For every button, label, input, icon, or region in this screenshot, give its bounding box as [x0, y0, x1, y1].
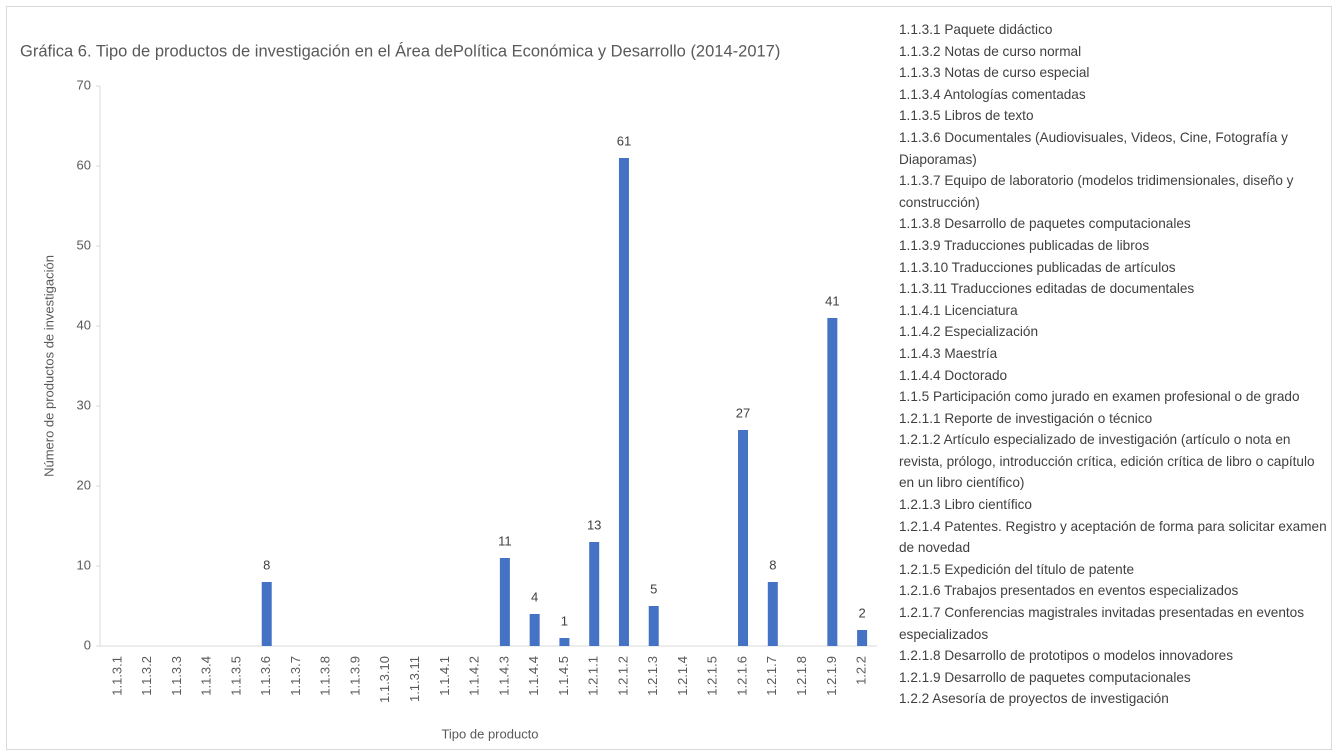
- x-tick-label: 1.1.4.3: [496, 656, 511, 696]
- data-label: 8: [263, 557, 270, 572]
- x-tick-label: 1.1.3.7: [288, 656, 303, 696]
- note: 1.1.3.11 Traducciones editadas de docume…: [899, 281, 1195, 297]
- note: 1.1.3.8 Desarrollo de paquetes computaci…: [899, 216, 1191, 232]
- x-tick-label: 1.1.3.2: [139, 656, 154, 696]
- note: 1.1.4.4 Doctorado: [899, 367, 1008, 383]
- data-label: 4: [531, 589, 538, 604]
- data-label: 11: [498, 533, 512, 548]
- note: 1.2.2 Asesoría de proyectos de investiga…: [899, 691, 1169, 707]
- x-tick-label: 1.1.3.3: [169, 656, 184, 696]
- x-tick-label: 1.1.3.4: [199, 656, 214, 696]
- note: 1.2.1.3 Libro científico: [899, 497, 1032, 513]
- bar: [618, 158, 629, 646]
- data-label: 1: [561, 613, 568, 628]
- note: 1.2.1.6 Trabajos presentados en eventos …: [899, 583, 1239, 599]
- x-tick-label: 1.1.4.1: [437, 656, 452, 696]
- note: 1.1.3.7 Equipo de laboratorio (modelos t…: [899, 173, 1294, 210]
- note: 1.1.4.2 Especialización: [899, 324, 1039, 340]
- x-tick-label: 1.2.1.7: [764, 656, 779, 696]
- y-tick-label: 30: [77, 397, 91, 412]
- note: 1.1.3.6 Documentales (Audiovisuales, Vid…: [899, 129, 1288, 167]
- x-tick-label: 1.1.3.6: [258, 656, 273, 696]
- x-axis-title: Tipo de producto: [441, 726, 538, 741]
- data-label: 8: [769, 557, 776, 572]
- bar: [648, 606, 659, 646]
- data-label: 13: [587, 517, 601, 532]
- note: 1.1.5 Participación como jurado en exame…: [899, 389, 1300, 405]
- y-tick-label: 60: [77, 157, 91, 172]
- note: 1.1.3.9 Traducciones publicadas de libro…: [899, 237, 1150, 253]
- x-tick-label: 1.1.4.5: [556, 656, 571, 696]
- note: 1.2.1.5 Expedición del título de patente: [899, 561, 1135, 577]
- x-tick-label: 1.2.1.8: [794, 656, 809, 696]
- bar: [529, 614, 540, 646]
- x-tick-label: 1.2.1.4: [675, 656, 690, 696]
- y-axis-title: Número de productos de investigación: [41, 255, 56, 477]
- note: 1.2.1.7 Conferencias magistrales invitad…: [899, 605, 1305, 642]
- notes: 1.1.3.1 Paquete didáctico 1.1.3.2 Notas d…: [899, 19, 1331, 710]
- bar: [499, 558, 510, 646]
- x-tick-label: 1.2.1.5: [705, 656, 720, 696]
- y-tick-label: 20: [77, 477, 91, 492]
- note: 1.1.4.3 Maestría: [899, 345, 998, 361]
- x-tick-label: 1.2.1.1: [586, 656, 601, 696]
- x-tick-label: 1.1.3.9: [347, 656, 362, 696]
- y-tick-label: 40: [77, 317, 91, 332]
- x-tick-label: 1.1.4.2: [467, 656, 482, 696]
- x-tick-label: 1.2.1.6: [734, 656, 749, 696]
- x-tick-label: 1.2.1.9: [824, 656, 839, 696]
- note: 1.1.3.3 Notas de curso especial: [899, 65, 1090, 81]
- bar: [559, 638, 570, 646]
- data-label: 41: [825, 293, 839, 308]
- bar: [738, 430, 749, 646]
- note: 1.2.1.2 Artículo especializado de invest…: [899, 432, 1315, 491]
- bar: [827, 318, 838, 646]
- note: 1.1.4.1 Licenciatura: [899, 302, 1018, 318]
- chart-title: Gráfica 6. Tipo de productos de investig…: [20, 41, 780, 60]
- y-tick-label: 50: [77, 237, 91, 252]
- note: 1.1.3.2 Notas de curso normal: [899, 43, 1082, 59]
- x-tick-label: 1.2.1.3: [645, 656, 660, 696]
- note: 1.2.1.9 Desarrollo de paquetes computaci…: [899, 669, 1191, 685]
- data-label: 27: [736, 405, 750, 420]
- bar: [857, 630, 868, 646]
- note: 1.2.1.8 Desarrollo de prototipos o model…: [899, 648, 1234, 664]
- bar: [261, 582, 272, 646]
- bar: [767, 582, 778, 646]
- data-label: 2: [858, 605, 865, 620]
- x-tick-label: 1.2.1.2: [615, 656, 630, 696]
- note: 1.2.1.4 Patentes. Registro y aceptación …: [899, 518, 1327, 556]
- note: 1.2.1.1 Reporte de investigación o técni…: [899, 410, 1153, 426]
- note: 1.1.3.10 Traducciones publicadas de artí…: [899, 259, 1176, 275]
- chart-border: [6, 6, 1332, 750]
- note: 1.1.3.1 Paquete didáctico: [899, 22, 1053, 37]
- y-tick-label: 10: [77, 557, 91, 572]
- x-tick-label: 1.1.3.5: [228, 656, 243, 696]
- y-tick-label: 0: [84, 637, 91, 652]
- data-label: 61: [617, 133, 631, 148]
- x-tick-label: 1.1.3.8: [318, 656, 333, 696]
- data-label: 5: [650, 581, 657, 596]
- y-tick-label: 70: [77, 77, 91, 92]
- x-tick-label: 1.1.3.11: [407, 656, 422, 702]
- note: 1.1.3.4 Antologías comentadas: [899, 86, 1086, 102]
- note: 1.1.3.5 Libros de texto: [899, 108, 1034, 124]
- x-tick-label: 1.1.4.4: [526, 656, 541, 696]
- bar: [589, 542, 600, 646]
- x-tick-label: 1.2.2: [854, 656, 869, 685]
- x-tick-label: 1.1.3.1: [109, 656, 124, 696]
- x-tick-label: 1.1.3.10: [377, 656, 392, 703]
